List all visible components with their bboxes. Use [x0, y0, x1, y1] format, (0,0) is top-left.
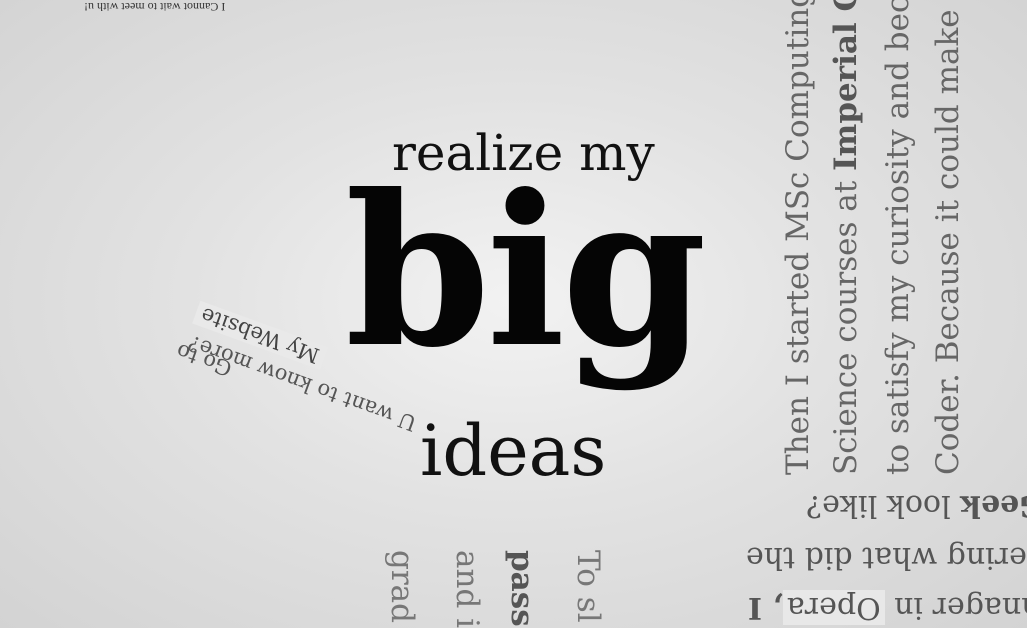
bottom-word-1: To sl — [570, 550, 606, 623]
hero-line-bottom: ideas — [420, 410, 607, 492]
about-line-4: Coder. Because it could make me — [930, 0, 974, 475]
about-line-2: Science courses at Imperial College — [828, 0, 872, 475]
about-line-2-pre: Science courses at — [828, 170, 864, 475]
manager-line-pre: a manager in — [894, 590, 1027, 625]
geek-line-rest: look like? — [806, 488, 961, 523]
manager-line-post: , I — [748, 590, 783, 625]
bottom-word-3: and i — [449, 550, 485, 628]
hero-big-word: big — [345, 150, 707, 394]
about-line-2-bold: Imperial College — [828, 0, 864, 171]
bottom-word-4: grad — [384, 550, 420, 623]
left-link-cluster: My Website Go to U want to know more? — [0, 0, 420, 628]
about-line-4-text: Coder. Because it could make me — [930, 0, 966, 475]
hero-line-top: realize my — [392, 124, 655, 182]
wondering-line: wondering what did the — [746, 540, 1027, 575]
about-line-1-text: Then I started MSc Computing — [780, 0, 816, 475]
about-line-1: Then I started MSc Computing — [780, 0, 824, 475]
geek-word: Geek — [960, 488, 1027, 523]
opera-highlight[interactable]: Opera — [782, 590, 885, 625]
bottom-word-2: pass — [504, 550, 540, 627]
about-line-3: to satisfy my curiosity and become — [880, 0, 924, 475]
about-line-2-text: Science courses at Imperial College — [828, 0, 864, 475]
manager-line: a manager in Opera, I — [748, 590, 1027, 625]
about-line-3-text: to satisfy my curiosity and become — [880, 0, 916, 475]
geek-line: Geek look like? — [806, 488, 1027, 523]
